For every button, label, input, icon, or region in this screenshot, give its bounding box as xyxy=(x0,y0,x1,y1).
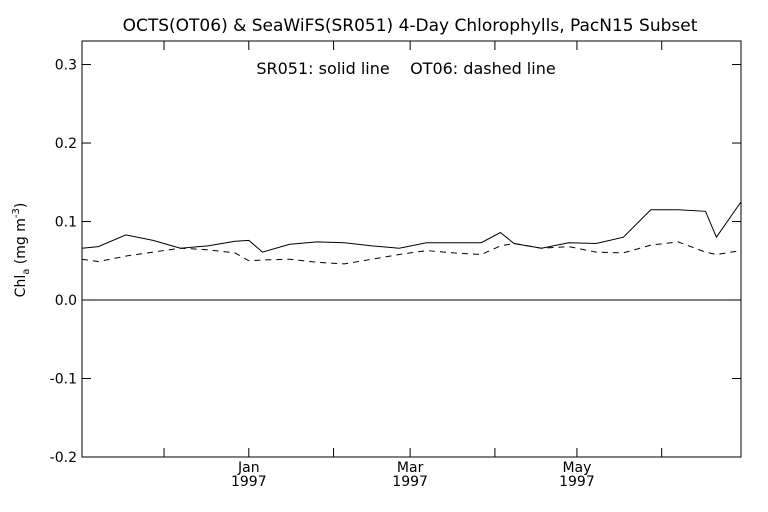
series-line-solid xyxy=(81,201,742,253)
x-tick-label-month: Jan xyxy=(237,460,260,476)
y-axis-label-units-close: ) xyxy=(13,203,29,208)
y-axis-label-sub: a xyxy=(21,269,32,275)
y-tick-label: 0.2 xyxy=(55,136,77,152)
x-tick-label-month: May xyxy=(562,460,591,476)
y-axis-label-main: Chl xyxy=(13,275,29,298)
y-tick-label: 0.3 xyxy=(55,58,77,74)
chart-legend: SR051: solid line OT06: dashed line xyxy=(256,59,555,78)
series-line-dashed xyxy=(81,241,742,265)
y-axis-label: Chla (mg m-3) xyxy=(11,203,32,298)
y-tick-label: -0.1 xyxy=(50,372,77,388)
y-tick-label: 0.0 xyxy=(55,293,77,309)
y-axis-label-units: (mg m xyxy=(13,218,29,269)
y-tick-label: 0.1 xyxy=(55,215,77,231)
x-tick-label-year: 1997 xyxy=(392,474,428,490)
y-axis: -0.2 -0.1 0.0 0.1 0.2 0.3 xyxy=(50,58,741,466)
x-tick-label-year: 1997 xyxy=(231,474,267,490)
y-tick-label: -0.2 xyxy=(50,450,77,466)
series-layer xyxy=(81,201,742,265)
y-axis-label-units-sup: -3 xyxy=(11,208,22,218)
plot-frame xyxy=(81,40,742,458)
x-tick-label-year: 1997 xyxy=(559,474,595,490)
x-tick-label-month: Mar xyxy=(397,460,424,476)
chart-title: OCTS(OT06) & SeaWiFS(SR051) 4-Day Chloro… xyxy=(123,16,698,36)
